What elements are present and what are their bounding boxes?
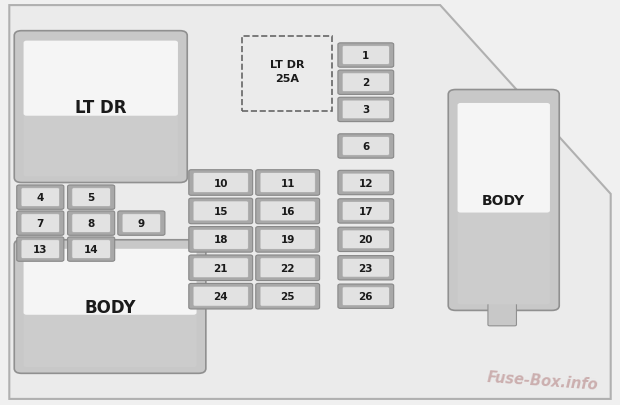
FancyBboxPatch shape xyxy=(338,171,394,195)
Text: 4: 4 xyxy=(37,193,44,202)
Text: BODY: BODY xyxy=(84,298,136,316)
FancyBboxPatch shape xyxy=(342,74,389,92)
Text: 14: 14 xyxy=(84,245,99,254)
Text: 16: 16 xyxy=(280,207,295,216)
Text: 22: 22 xyxy=(280,263,295,273)
FancyBboxPatch shape xyxy=(448,90,559,311)
FancyBboxPatch shape xyxy=(256,199,320,224)
Text: 18: 18 xyxy=(213,235,228,245)
Text: 20: 20 xyxy=(358,235,373,245)
FancyBboxPatch shape xyxy=(256,256,320,281)
FancyBboxPatch shape xyxy=(338,134,394,159)
FancyBboxPatch shape xyxy=(256,170,320,196)
Text: 7: 7 xyxy=(37,219,44,228)
FancyBboxPatch shape xyxy=(122,214,161,233)
FancyBboxPatch shape xyxy=(193,230,248,249)
FancyBboxPatch shape xyxy=(342,259,389,277)
Text: 24: 24 xyxy=(213,292,228,301)
Text: 12: 12 xyxy=(358,178,373,188)
Text: 8: 8 xyxy=(87,219,95,228)
Text: 11: 11 xyxy=(280,178,295,188)
FancyBboxPatch shape xyxy=(21,214,60,233)
Text: 21: 21 xyxy=(213,263,228,273)
FancyBboxPatch shape xyxy=(458,206,550,305)
FancyBboxPatch shape xyxy=(256,284,320,309)
FancyBboxPatch shape xyxy=(193,202,248,221)
Text: LT DR
25A: LT DR 25A xyxy=(270,60,304,83)
Polygon shape xyxy=(9,6,611,399)
Text: 5: 5 xyxy=(87,193,95,202)
Text: 17: 17 xyxy=(358,207,373,216)
FancyBboxPatch shape xyxy=(338,44,394,68)
FancyBboxPatch shape xyxy=(256,227,320,253)
FancyBboxPatch shape xyxy=(118,211,165,236)
FancyBboxPatch shape xyxy=(21,240,60,259)
FancyBboxPatch shape xyxy=(68,237,115,262)
Text: 10: 10 xyxy=(213,178,228,188)
Text: 19: 19 xyxy=(280,235,295,245)
FancyBboxPatch shape xyxy=(342,47,389,65)
FancyBboxPatch shape xyxy=(342,174,389,192)
FancyBboxPatch shape xyxy=(193,287,248,306)
Text: LT DR: LT DR xyxy=(75,98,126,116)
FancyBboxPatch shape xyxy=(188,170,253,196)
FancyBboxPatch shape xyxy=(24,42,178,117)
FancyBboxPatch shape xyxy=(24,308,197,367)
Text: 1: 1 xyxy=(362,51,370,61)
Text: 15: 15 xyxy=(213,207,228,216)
Text: 26: 26 xyxy=(358,292,373,301)
FancyBboxPatch shape xyxy=(17,237,64,262)
FancyBboxPatch shape xyxy=(193,173,248,193)
Bar xyxy=(242,36,332,111)
FancyBboxPatch shape xyxy=(338,199,394,224)
Text: 13: 13 xyxy=(33,245,48,254)
FancyBboxPatch shape xyxy=(72,240,110,259)
FancyBboxPatch shape xyxy=(17,185,64,210)
Text: 3: 3 xyxy=(362,105,370,115)
FancyBboxPatch shape xyxy=(342,137,389,156)
FancyBboxPatch shape xyxy=(260,173,316,193)
Text: 6: 6 xyxy=(362,142,370,151)
FancyBboxPatch shape xyxy=(338,98,394,122)
FancyBboxPatch shape xyxy=(188,284,253,309)
FancyBboxPatch shape xyxy=(17,211,64,236)
FancyBboxPatch shape xyxy=(338,228,394,252)
FancyBboxPatch shape xyxy=(24,249,197,315)
Text: Fuse-Box.info: Fuse-Box.info xyxy=(486,369,598,392)
Text: BODY: BODY xyxy=(482,194,525,207)
FancyBboxPatch shape xyxy=(260,230,316,249)
FancyBboxPatch shape xyxy=(260,287,316,306)
FancyBboxPatch shape xyxy=(188,256,253,281)
FancyBboxPatch shape xyxy=(488,303,516,326)
FancyBboxPatch shape xyxy=(338,71,394,95)
FancyBboxPatch shape xyxy=(260,202,316,221)
FancyBboxPatch shape xyxy=(338,256,394,280)
FancyBboxPatch shape xyxy=(14,32,187,183)
Text: 9: 9 xyxy=(138,219,145,228)
Text: 23: 23 xyxy=(358,263,373,273)
FancyBboxPatch shape xyxy=(188,227,253,253)
FancyBboxPatch shape xyxy=(260,258,316,278)
FancyBboxPatch shape xyxy=(193,258,248,278)
FancyBboxPatch shape xyxy=(14,240,206,373)
Text: 25: 25 xyxy=(280,292,295,301)
FancyBboxPatch shape xyxy=(68,211,115,236)
FancyBboxPatch shape xyxy=(21,188,60,207)
Text: 2: 2 xyxy=(362,78,370,88)
FancyBboxPatch shape xyxy=(72,214,110,233)
FancyBboxPatch shape xyxy=(68,185,115,210)
FancyBboxPatch shape xyxy=(342,287,389,306)
FancyBboxPatch shape xyxy=(342,230,389,249)
FancyBboxPatch shape xyxy=(458,104,550,213)
FancyBboxPatch shape xyxy=(342,101,389,119)
FancyBboxPatch shape xyxy=(24,109,178,177)
FancyBboxPatch shape xyxy=(342,202,389,221)
FancyBboxPatch shape xyxy=(72,188,110,207)
FancyBboxPatch shape xyxy=(188,199,253,224)
FancyBboxPatch shape xyxy=(338,284,394,309)
